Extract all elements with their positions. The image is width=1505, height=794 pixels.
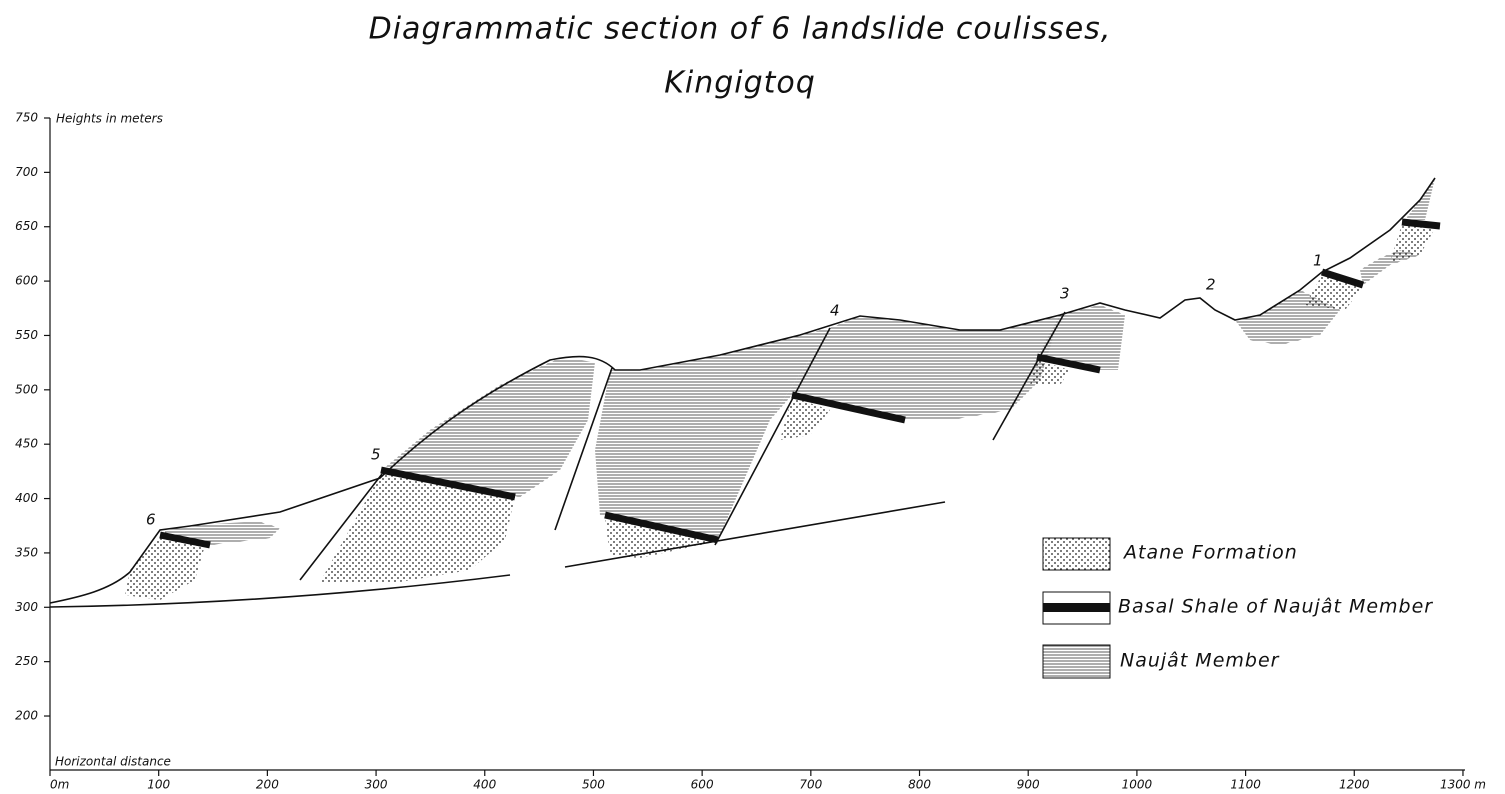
x-tick-label: 100	[147, 778, 170, 792]
coulisse-number: 2	[1206, 276, 1216, 294]
y-tick-label: 700	[15, 165, 38, 179]
legend: Atane Formation Basal Shale of Naujât Me…	[1043, 538, 1433, 678]
y-tick-label: 400	[15, 491, 38, 505]
y-tick-label: 500	[15, 382, 38, 396]
y-axis-label: Heights in meters	[56, 112, 163, 126]
x-tick-label: 1300 m	[1440, 778, 1486, 792]
title-line: Diagrammatic section of 6 landslide coul…	[369, 12, 1112, 47]
legend-swatch	[1043, 603, 1110, 612]
coulisse-number: 5	[371, 446, 381, 464]
legend-swatch	[1043, 645, 1110, 678]
x-tick-label: 0m	[50, 778, 69, 792]
x-tick-label: 900	[1017, 778, 1040, 792]
y-tick-label: 650	[15, 219, 38, 233]
coulisse-number: 1	[1313, 252, 1323, 270]
x-tick-label: 400	[473, 778, 496, 792]
x-tick-label: 1200	[1339, 778, 1370, 792]
x-axis-label: Horizontal distance	[55, 755, 171, 769]
x-tick-label: 1000	[1122, 778, 1153, 792]
diagram: Diagrammatic section of 6 landslide coul…	[0, 0, 1505, 794]
x-tick-label: 700	[799, 778, 822, 792]
y-tick-label: 600	[15, 274, 38, 288]
naujat-areas	[165, 178, 1435, 545]
y-tick-label: 300	[15, 600, 38, 614]
y-tick-label: 450	[15, 437, 38, 451]
coulisse-number: 4	[830, 302, 840, 320]
y-tick-label: 550	[15, 328, 38, 342]
legend-label: Naujât Member	[1120, 650, 1280, 672]
x-tick-label: 800	[908, 778, 931, 792]
legend-label: Atane Formation	[1122, 542, 1298, 564]
y-tick-label: 250	[15, 654, 38, 668]
x-tick-label: 500	[582, 778, 605, 792]
x-tick-label: 600	[691, 778, 714, 792]
y-tick-label: 350	[15, 545, 38, 559]
x-tick-label: 300	[365, 778, 388, 792]
y-tick-label: 750	[15, 111, 38, 125]
legend-label: Basal Shale of Naujât Member	[1118, 596, 1433, 618]
title-line: Kingigtoq	[664, 66, 816, 101]
coulisse-number: 6	[146, 511, 156, 529]
x-tick-label: 200	[256, 778, 279, 792]
coulisse-number: 3	[1060, 285, 1070, 303]
y-tick-label: 200	[15, 709, 38, 723]
x-tick-label: 1100	[1230, 778, 1261, 792]
legend-swatch	[1043, 538, 1110, 570]
